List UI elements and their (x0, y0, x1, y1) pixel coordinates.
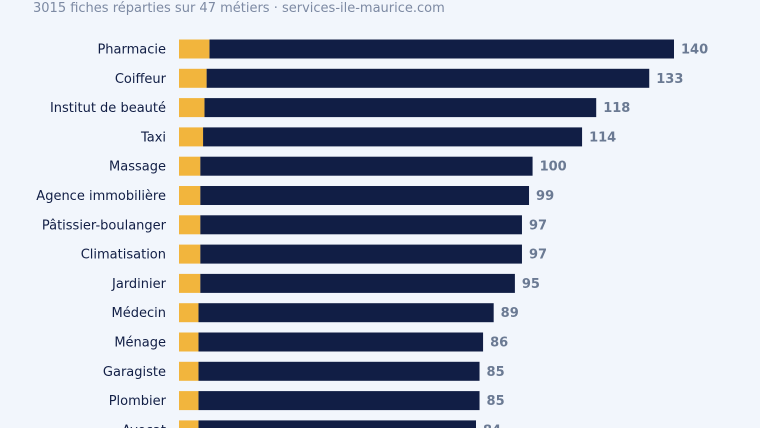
category-label: Institut de beauté (50, 101, 166, 116)
value-label: 99 (536, 189, 554, 204)
bar-main (209, 39, 674, 59)
category-label: Coiffeur (115, 72, 167, 87)
category-label: Avocat (122, 423, 166, 428)
category-label: Taxi (140, 130, 166, 145)
value-label: 133 (656, 72, 683, 87)
bar-accent (179, 68, 207, 88)
bar-main (200, 273, 515, 293)
bar-accent (179, 244, 201, 264)
chart-subtitle: 3015 fiches réparties sur 47 métiers · s… (33, 1, 445, 16)
bar-main (198, 332, 484, 352)
category-label: Médecin (112, 306, 166, 321)
value-label: 85 (487, 394, 505, 409)
bar-accent (179, 127, 204, 147)
bar-accent (179, 273, 201, 293)
value-label: 95 (522, 277, 540, 292)
bar-accent (179, 303, 199, 323)
value-label: 140 (681, 43, 708, 58)
value-label: 118 (603, 101, 630, 116)
bar-accent (179, 156, 201, 176)
category-label: Garagiste (103, 365, 166, 380)
bar-main (198, 361, 480, 381)
value-label: 97 (529, 248, 547, 263)
bar-main (200, 244, 522, 264)
value-label: 85 (487, 365, 505, 380)
category-label: Jardinier (111, 277, 167, 292)
bar-accent (179, 98, 205, 118)
bar-accent (179, 215, 201, 235)
category-label: Ménage (114, 336, 166, 351)
value-label: 84 (483, 423, 501, 428)
bar-main (198, 303, 494, 323)
bar-main (200, 186, 530, 205)
category-label: Massage (109, 160, 166, 175)
value-label: 97 (529, 218, 547, 233)
bar-main (203, 127, 583, 147)
bar-accent (179, 332, 199, 352)
bar-main (200, 156, 533, 176)
category-label: Plombier (109, 394, 167, 409)
value-label: 89 (501, 306, 519, 321)
bar-accent (179, 391, 199, 411)
category-label: Pharmacie (97, 43, 166, 58)
bar-main (204, 98, 597, 118)
value-label: 100 (540, 160, 567, 175)
bar-accent (179, 39, 210, 59)
bar-main (198, 391, 480, 411)
bar-accent (179, 420, 199, 428)
category-label: Pâtissier-boulanger (42, 218, 167, 233)
bar-main (200, 215, 522, 235)
bar-main (198, 420, 477, 428)
category-label: Agence immobilière (36, 189, 166, 204)
bar-main (206, 68, 650, 88)
bar-accent (179, 186, 201, 205)
bar-accent (179, 361, 199, 381)
value-label: 86 (490, 336, 508, 351)
value-label: 114 (589, 130, 616, 145)
category-label: Climatisation (81, 248, 166, 263)
